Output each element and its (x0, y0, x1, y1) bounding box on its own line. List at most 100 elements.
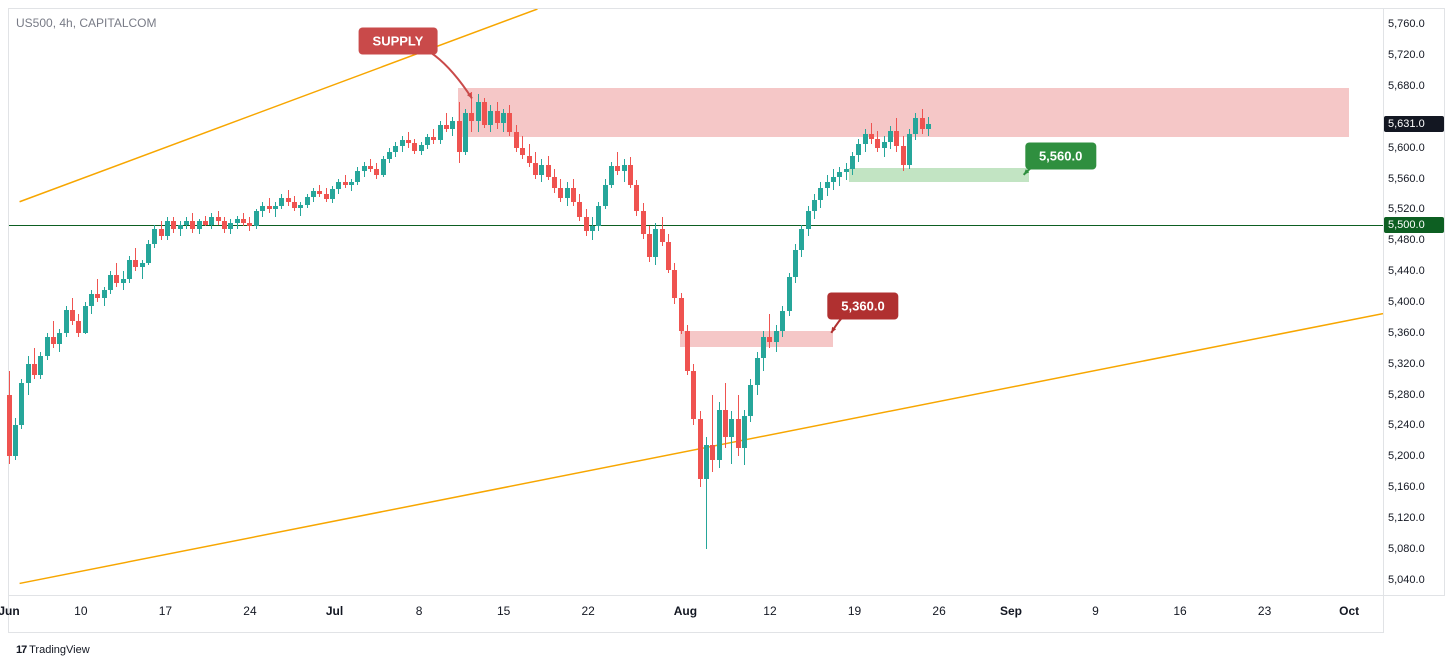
candle[interactable] (799, 9, 804, 595)
candle[interactable] (463, 9, 468, 595)
candle[interactable] (920, 9, 925, 595)
candle[interactable] (203, 9, 208, 595)
level-5560[interactable]: 5,560.0 (1025, 142, 1096, 169)
candle[interactable] (495, 9, 500, 595)
candle[interactable] (444, 9, 449, 595)
candle[interactable] (387, 9, 392, 595)
candle[interactable] (622, 9, 627, 595)
candle[interactable] (127, 9, 132, 595)
candle[interactable] (216, 9, 221, 595)
candle[interactable] (178, 9, 183, 595)
candle[interactable] (507, 9, 512, 595)
candle[interactable] (133, 9, 138, 595)
level-5360[interactable]: 5,360.0 (827, 292, 898, 319)
candle[interactable] (336, 9, 341, 595)
candle[interactable] (45, 9, 50, 595)
candle[interactable] (102, 9, 107, 595)
candle[interactable] (438, 9, 443, 595)
candle[interactable] (913, 9, 918, 595)
candle[interactable] (780, 9, 785, 595)
candle[interactable] (419, 9, 424, 595)
candle[interactable] (691, 9, 696, 595)
candle[interactable] (260, 9, 265, 595)
candle[interactable] (330, 9, 335, 595)
chart-plot-area[interactable]: SUPPLY5,560.05,360.0 (8, 8, 1384, 596)
candle[interactable] (368, 9, 373, 595)
candle[interactable] (476, 9, 481, 595)
candle[interactable] (152, 9, 157, 595)
candle[interactable] (812, 9, 817, 595)
candle[interactable] (140, 9, 145, 595)
candle[interactable] (70, 9, 75, 595)
candle[interactable] (698, 9, 703, 595)
candle[interactable] (634, 9, 639, 595)
candle[interactable] (121, 9, 126, 595)
candle[interactable] (527, 9, 532, 595)
candle[interactable] (305, 9, 310, 595)
candle[interactable] (450, 9, 455, 595)
candle[interactable] (247, 9, 252, 595)
candle[interactable] (89, 9, 94, 595)
candle[interactable] (362, 9, 367, 595)
candle[interactable] (292, 9, 297, 595)
candle[interactable] (171, 9, 176, 595)
candle[interactable] (19, 9, 24, 595)
candle[interactable] (647, 9, 652, 595)
candle[interactable] (571, 9, 576, 595)
candle[interactable] (381, 9, 386, 595)
candle[interactable] (355, 9, 360, 595)
candle[interactable] (273, 9, 278, 595)
candle[interactable] (311, 9, 316, 595)
candle[interactable] (51, 9, 56, 595)
candle[interactable] (729, 9, 734, 595)
candle[interactable] (742, 9, 747, 595)
candle[interactable] (57, 9, 62, 595)
candle[interactable] (704, 9, 709, 595)
candle[interactable] (533, 9, 538, 595)
candle[interactable] (590, 9, 595, 595)
candle[interactable] (298, 9, 303, 595)
candle[interactable] (584, 9, 589, 595)
candle[interactable] (83, 9, 88, 595)
candle[interactable] (76, 9, 81, 595)
candle[interactable] (431, 9, 436, 595)
candle[interactable] (793, 9, 798, 595)
candle[interactable] (488, 9, 493, 595)
candle[interactable] (241, 9, 246, 595)
candle[interactable] (736, 9, 741, 595)
candle[interactable] (520, 9, 525, 595)
candle[interactable] (457, 9, 462, 595)
candle[interactable] (577, 9, 582, 595)
candle[interactable] (901, 9, 906, 595)
candle[interactable] (228, 9, 233, 595)
candle[interactable] (114, 9, 119, 595)
candle[interactable] (254, 9, 259, 595)
candle[interactable] (159, 9, 164, 595)
price-axis[interactable]: 5,040.05,080.05,120.05,160.05,200.05,240… (1384, 8, 1445, 596)
candle[interactable] (400, 9, 405, 595)
candle[interactable] (710, 9, 715, 595)
candle[interactable] (818, 9, 823, 595)
candle[interactable] (32, 9, 37, 595)
candle[interactable] (279, 9, 284, 595)
candle[interactable] (723, 9, 728, 595)
candle[interactable] (609, 9, 614, 595)
candle[interactable] (209, 9, 214, 595)
candle[interactable] (767, 9, 772, 595)
candle[interactable] (672, 9, 677, 595)
candle[interactable] (685, 9, 690, 595)
candle[interactable] (235, 9, 240, 595)
candle[interactable] (190, 9, 195, 595)
candle[interactable] (787, 9, 792, 595)
candle[interactable] (774, 9, 779, 595)
candle[interactable] (615, 9, 620, 595)
candle[interactable] (748, 9, 753, 595)
candle[interactable] (286, 9, 291, 595)
candle[interactable] (653, 9, 658, 595)
candle[interactable] (755, 9, 760, 595)
candle[interactable] (679, 9, 684, 595)
candle[interactable] (412, 9, 417, 595)
symbol-title[interactable]: US500, 4h, CAPITALCOM (16, 16, 157, 30)
candle[interactable] (317, 9, 322, 595)
candle[interactable] (7, 9, 12, 595)
